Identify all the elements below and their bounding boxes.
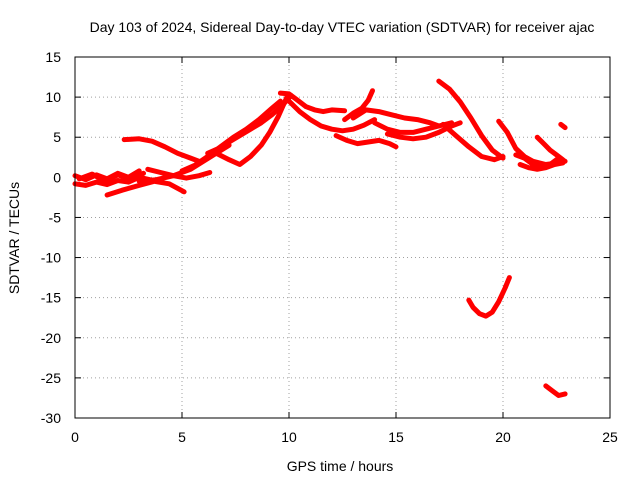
- series-line-arc-18: [436, 78, 506, 161]
- x-tick-label: 0: [71, 429, 79, 445]
- series-line-arc-19: [440, 121, 506, 163]
- series-line-arc-9: [205, 93, 294, 156]
- series-line-arc-4: [104, 178, 187, 198]
- y-tick-label: -15: [41, 290, 61, 306]
- series-line-arc-11: [277, 90, 348, 115]
- y-tick-label: 5: [53, 129, 61, 145]
- chart-title: Day 103 of 2024, Sidereal Day-to-day VTE…: [90, 19, 595, 35]
- series-line-arc-23: [534, 134, 566, 163]
- y-axis-ticks: -30 -25 -20 -15 -10 -5 0 5 10 15: [41, 49, 610, 426]
- data-series: [72, 78, 568, 398]
- x-tick-label: 25: [602, 429, 618, 445]
- x-tick-label: 5: [178, 429, 186, 445]
- series-line-arc-6: [145, 166, 213, 181]
- y-tick-label: 0: [53, 169, 61, 185]
- series-line-arc-24: [558, 121, 568, 131]
- y-tick-label: 15: [45, 49, 61, 65]
- y-tick-label: -10: [41, 250, 61, 266]
- plot-frame: [74, 56, 611, 419]
- y-tick-label: -30: [41, 410, 61, 426]
- series-line-arc-17: [384, 120, 463, 142]
- x-tick-label: 10: [281, 429, 297, 445]
- y-axis-label: SDTVAR / TECUs: [6, 182, 22, 294]
- series-line-arc-16: [372, 120, 455, 135]
- series-line-arc-3: [76, 170, 146, 184]
- series-line-arc-26: [543, 383, 568, 398]
- series-line-arc-20: [496, 118, 562, 167]
- x-axis-label: GPS time / hours: [287, 458, 394, 474]
- x-tick-label: 20: [495, 429, 511, 445]
- x-tick-label: 15: [388, 429, 404, 445]
- series-line-arc-10: [213, 94, 290, 167]
- y-tick-label: -20: [41, 330, 61, 346]
- y-tick-label: -25: [41, 370, 61, 386]
- x-axis-ticks: 0 5 10 15 20 25: [71, 57, 618, 445]
- series-line-arc-15: [350, 107, 442, 129]
- series-line-arc-5: [121, 136, 202, 164]
- series-line-arc-12: [286, 98, 378, 134]
- series-line-arc-25: [466, 275, 512, 319]
- series-line-arc-14: [342, 88, 375, 123]
- series-line-arc-22: [517, 160, 566, 172]
- y-tick-label: -5: [49, 209, 62, 225]
- series-line-arc-13: [333, 133, 399, 150]
- y-tick-label: 10: [45, 89, 61, 105]
